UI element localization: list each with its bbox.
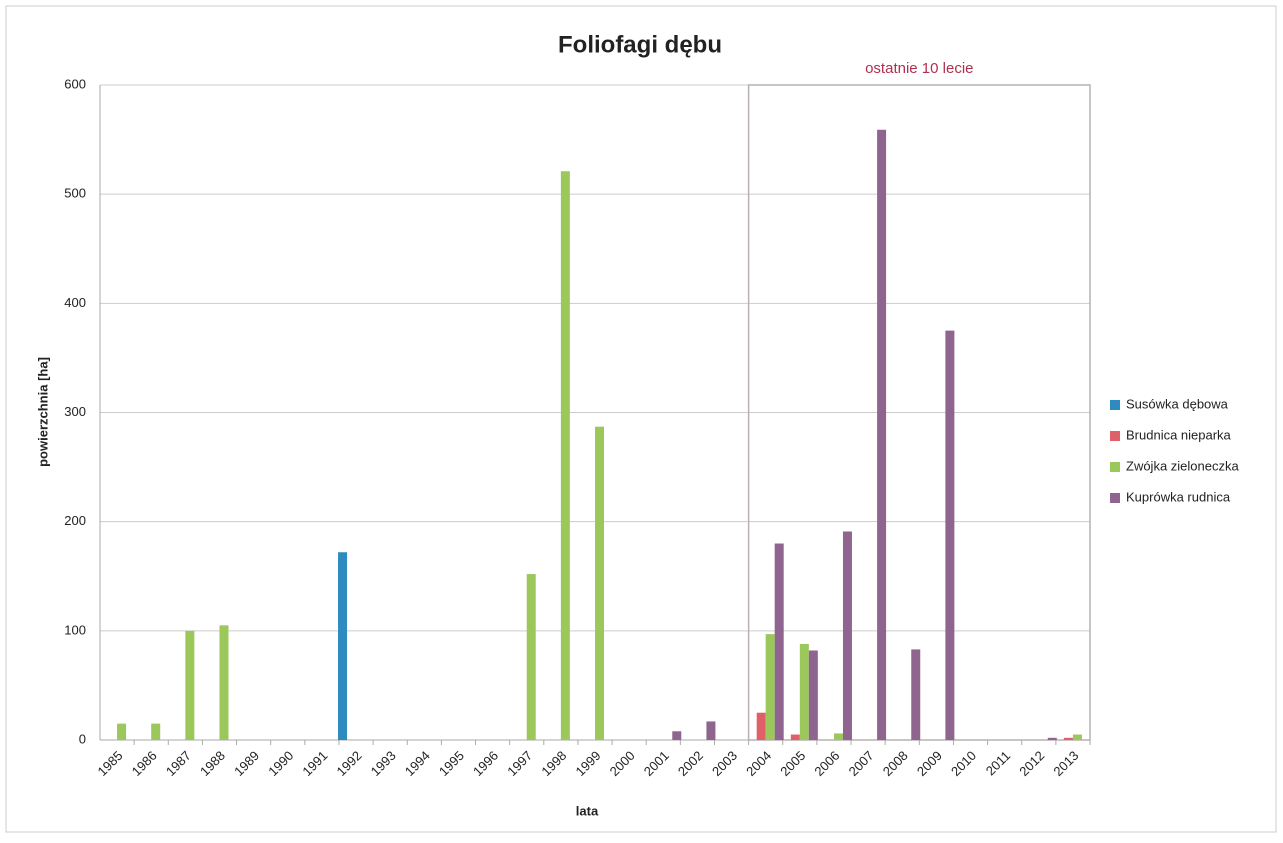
x-axis-label: lata <box>576 803 599 818</box>
x-tick-label: 1998 <box>538 748 569 779</box>
x-tick-label: 1994 <box>402 748 433 779</box>
x-tick-label: 1995 <box>436 748 467 779</box>
x-tick-label: 1989 <box>231 748 262 779</box>
x-tick-label: 1990 <box>265 748 296 779</box>
x-tick-label: 1986 <box>129 748 160 779</box>
bar <box>765 634 775 740</box>
bar <box>945 330 955 740</box>
y-tick-label: 300 <box>64 404 86 419</box>
x-tick-label: 1993 <box>368 748 399 779</box>
x-tick-label: 2003 <box>709 748 740 779</box>
legend-label: Zwójka zieloneczka <box>1126 458 1239 473</box>
x-tick-label: 2000 <box>607 748 638 779</box>
bar <box>1047 737 1057 740</box>
bar <box>833 733 843 740</box>
legend-label: Susówka dębowa <box>1126 396 1229 411</box>
x-tick-label: 1987 <box>163 748 194 779</box>
x-tick-label: 1988 <box>197 748 228 779</box>
bar <box>672 731 682 740</box>
legend-swatch <box>1110 493 1120 503</box>
bar <box>338 552 348 740</box>
x-tick-label: 2009 <box>914 748 945 779</box>
bar <box>911 649 921 740</box>
bar <box>774 543 784 740</box>
x-tick-label: 1997 <box>504 748 535 779</box>
bar <box>526 574 536 740</box>
legend-label: Brudnica nieparka <box>1126 427 1232 442</box>
x-tick-label: 2011 <box>983 748 1013 778</box>
legend-label: Kuprówka rudnica <box>1126 489 1231 504</box>
y-tick-label: 0 <box>79 731 86 746</box>
bar <box>790 734 800 740</box>
bar <box>799 643 809 740</box>
bar <box>185 630 195 740</box>
bar <box>151 723 161 740</box>
chart-border <box>5 5 1277 833</box>
x-tick-label: 2005 <box>777 748 808 779</box>
x-tick-label: 1991 <box>299 748 330 779</box>
x-tick-label: 2002 <box>675 748 706 779</box>
bar <box>219 625 229 740</box>
bar <box>756 712 766 740</box>
bar <box>595 426 604 740</box>
bar <box>1072 734 1082 740</box>
x-tick-label: 2012 <box>1016 748 1047 779</box>
x-tick-label: 1992 <box>334 748 365 779</box>
x-tick-label: 2013 <box>1050 748 1081 779</box>
legend-swatch <box>1110 431 1120 441</box>
bar <box>808 650 818 740</box>
legend-swatch <box>1110 462 1120 472</box>
x-tick-label: 2007 <box>846 748 877 779</box>
y-tick-label: 500 <box>64 186 86 201</box>
bar <box>706 721 716 740</box>
x-tick-label: 2004 <box>743 748 774 779</box>
y-tick-label: 600 <box>64 76 86 91</box>
bar <box>1063 737 1073 740</box>
bar <box>842 531 852 740</box>
x-tick-label: 2001 <box>641 748 672 779</box>
x-tick-label: 2010 <box>948 748 979 779</box>
x-tick-label: 1996 <box>470 748 501 779</box>
bar <box>560 171 570 740</box>
legend-swatch <box>1110 400 1120 410</box>
y-axis-label: powierzchnia [ha] <box>35 357 50 467</box>
y-tick-label: 100 <box>64 622 86 637</box>
y-tick-label: 200 <box>64 513 86 528</box>
bar <box>117 723 127 740</box>
chart-title: Foliofagi dębu <box>558 31 722 58</box>
x-tick-label: 1999 <box>572 748 603 779</box>
annotation: ostatnie 10 lecie <box>865 60 973 77</box>
bar <box>877 129 887 741</box>
y-tick-label: 400 <box>64 295 86 310</box>
x-tick-label: 2006 <box>811 748 842 779</box>
x-tick-label: 1985 <box>95 748 126 779</box>
x-tick-label: 2008 <box>880 748 911 779</box>
